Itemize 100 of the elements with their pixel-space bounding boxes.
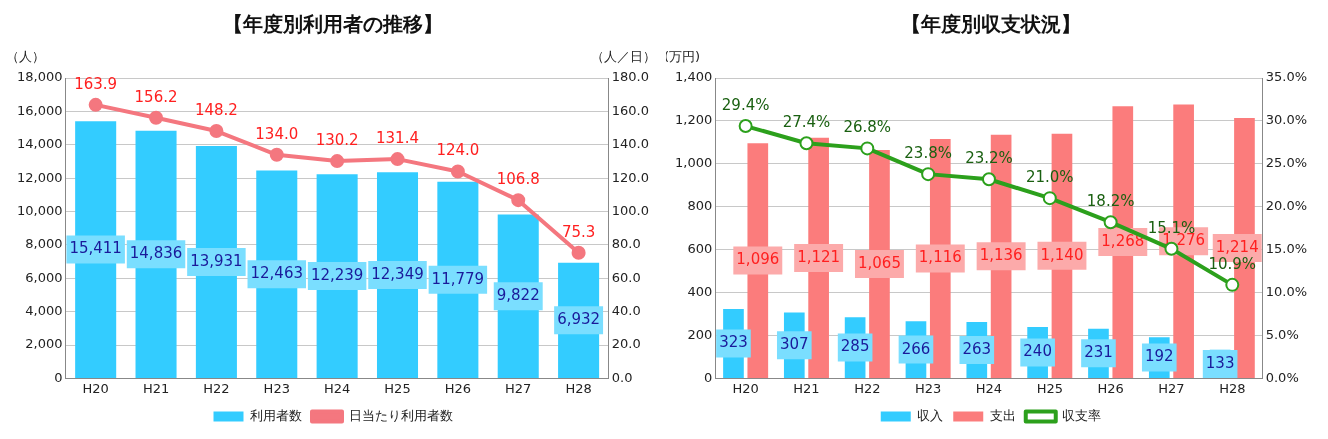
point xyxy=(921,167,936,182)
y-tick-label: 2,000 xyxy=(25,336,63,352)
x-tick-label: H20 xyxy=(732,380,759,396)
point xyxy=(571,245,586,260)
data-label: 124.0 xyxy=(436,141,480,160)
y-tick-label: 1,000 xyxy=(675,155,713,171)
point xyxy=(1103,215,1118,230)
y2-tick-label: 20.0% xyxy=(1265,198,1308,214)
data-label: 6,932 xyxy=(557,310,601,329)
y2-tick-label: 25.0% xyxy=(1265,155,1308,171)
point xyxy=(799,136,814,151)
data-label: 148.2 xyxy=(194,100,238,119)
y2-tick-label: 160.0 xyxy=(611,102,649,118)
data-label: 131.4 xyxy=(376,129,419,147)
data-label: 240 xyxy=(1023,342,1052,361)
x-tick-label: H27 xyxy=(505,380,532,396)
data-label: 134.0 xyxy=(255,124,299,143)
data-label: 12,239 xyxy=(310,265,364,284)
point xyxy=(390,152,405,167)
point xyxy=(738,119,753,134)
chart-title: 【年度別収支状況】 xyxy=(901,12,1081,37)
x-tick-label: H27 xyxy=(1158,380,1185,396)
point xyxy=(330,154,345,169)
data-label: 130.2 xyxy=(315,131,359,149)
point xyxy=(209,124,224,139)
point xyxy=(269,147,284,162)
y2-tick-label: 120.0 xyxy=(611,169,649,185)
data-label: 9,822 xyxy=(496,286,540,305)
y2-tick-label: 30.0% xyxy=(1265,112,1308,128)
y-tick-label: 0 xyxy=(703,369,713,385)
y2-tick-label: 5.0% xyxy=(1265,326,1299,342)
y-tick-label: 1,200 xyxy=(675,112,713,128)
y2-tick-label: 0.0% xyxy=(1265,369,1299,385)
y2-tick-label: 15.0% xyxy=(1265,241,1308,257)
data-label: 1,136 xyxy=(979,246,1023,265)
data-label: 21.0% xyxy=(1025,168,1074,187)
data-label: 156.2 xyxy=(134,87,178,106)
data-label: 14,836 xyxy=(129,244,183,263)
y2-tick-label: 80.0 xyxy=(611,236,641,252)
y2-tick-label: 35.0% xyxy=(1265,69,1308,85)
legend-label: 収支率 xyxy=(1062,407,1102,423)
y-tick-label: 6,000 xyxy=(25,269,63,285)
data-label: 106.8 xyxy=(496,170,540,189)
y-tick-label: 800 xyxy=(687,198,713,214)
y-tick-label: 4,000 xyxy=(25,303,63,319)
x-tick-label: H21 xyxy=(793,380,820,396)
data-label: 263 xyxy=(962,339,992,358)
x-tick-label: H21 xyxy=(142,380,170,396)
data-label: 1,065 xyxy=(857,253,901,272)
x-tick-label: H25 xyxy=(384,380,411,396)
chart-title: 【年度別利用者の推移】 xyxy=(223,12,443,37)
data-label: 133 xyxy=(1205,353,1235,372)
x-tick-label: H22 xyxy=(854,380,881,396)
x-tick-label: H20 xyxy=(82,380,109,396)
data-label: 27.4% xyxy=(782,113,831,132)
y2-axis-title: （人／日） xyxy=(591,49,656,65)
y-tick-label: 1,400 xyxy=(675,69,713,85)
data-label: 231 xyxy=(1084,343,1113,362)
y-tick-label: 10,000 xyxy=(16,202,63,218)
x-tick-label: H28 xyxy=(1219,380,1246,396)
data-label: 23.2% xyxy=(965,149,1013,168)
data-label: 1,116 xyxy=(918,248,962,267)
data-label: 285 xyxy=(840,337,870,356)
data-label: 23.8% xyxy=(904,144,952,163)
legend-label: 日当たり利用者数 xyxy=(348,407,453,423)
data-label: 15,411 xyxy=(69,239,122,258)
x-tick-label: H23 xyxy=(263,380,290,396)
legend-label: 利用者数 xyxy=(250,407,302,423)
y-tick-label: 200 xyxy=(687,326,713,342)
data-label: 12,463 xyxy=(250,264,304,283)
point xyxy=(860,141,875,156)
x-tick-label: H28 xyxy=(565,380,592,396)
data-label: 10.9% xyxy=(1208,254,1257,273)
x-tick-label: H22 xyxy=(203,380,230,396)
y-tick-label: 12,000 xyxy=(16,169,63,185)
data-label: 266 xyxy=(901,339,931,358)
y-tick-label: 400 xyxy=(687,283,713,299)
x-tick-label: H24 xyxy=(975,380,1003,396)
point xyxy=(149,110,164,125)
data-label: 13,931 xyxy=(190,251,243,270)
x-tick-label: H24 xyxy=(323,380,351,396)
data-label: 75.3 xyxy=(561,222,596,241)
y-tick-label: 18,000 xyxy=(16,69,63,85)
data-label: 1,096 xyxy=(736,250,780,269)
y2-tick-label: 140.0 xyxy=(611,136,649,152)
y-tick-label: 16,000 xyxy=(16,102,63,118)
y-tick-label: 600 xyxy=(687,241,713,257)
y2-tick-label: 20.0 xyxy=(611,336,641,352)
y2-tick-label: 100.0 xyxy=(611,202,649,218)
y-axis-title: （人） xyxy=(6,49,45,65)
x-tick-label: H26 xyxy=(1097,380,1124,396)
point xyxy=(981,172,996,187)
y-tick-label: 8,000 xyxy=(25,236,63,252)
x-tick-label: H23 xyxy=(914,380,942,396)
data-label: 163.9 xyxy=(74,74,118,93)
point xyxy=(1225,277,1240,292)
point xyxy=(1042,191,1057,206)
y2-tick-label: 180.0 xyxy=(611,69,649,85)
data-label: 26.8% xyxy=(843,118,892,137)
y-tick-label: 0 xyxy=(54,369,63,385)
